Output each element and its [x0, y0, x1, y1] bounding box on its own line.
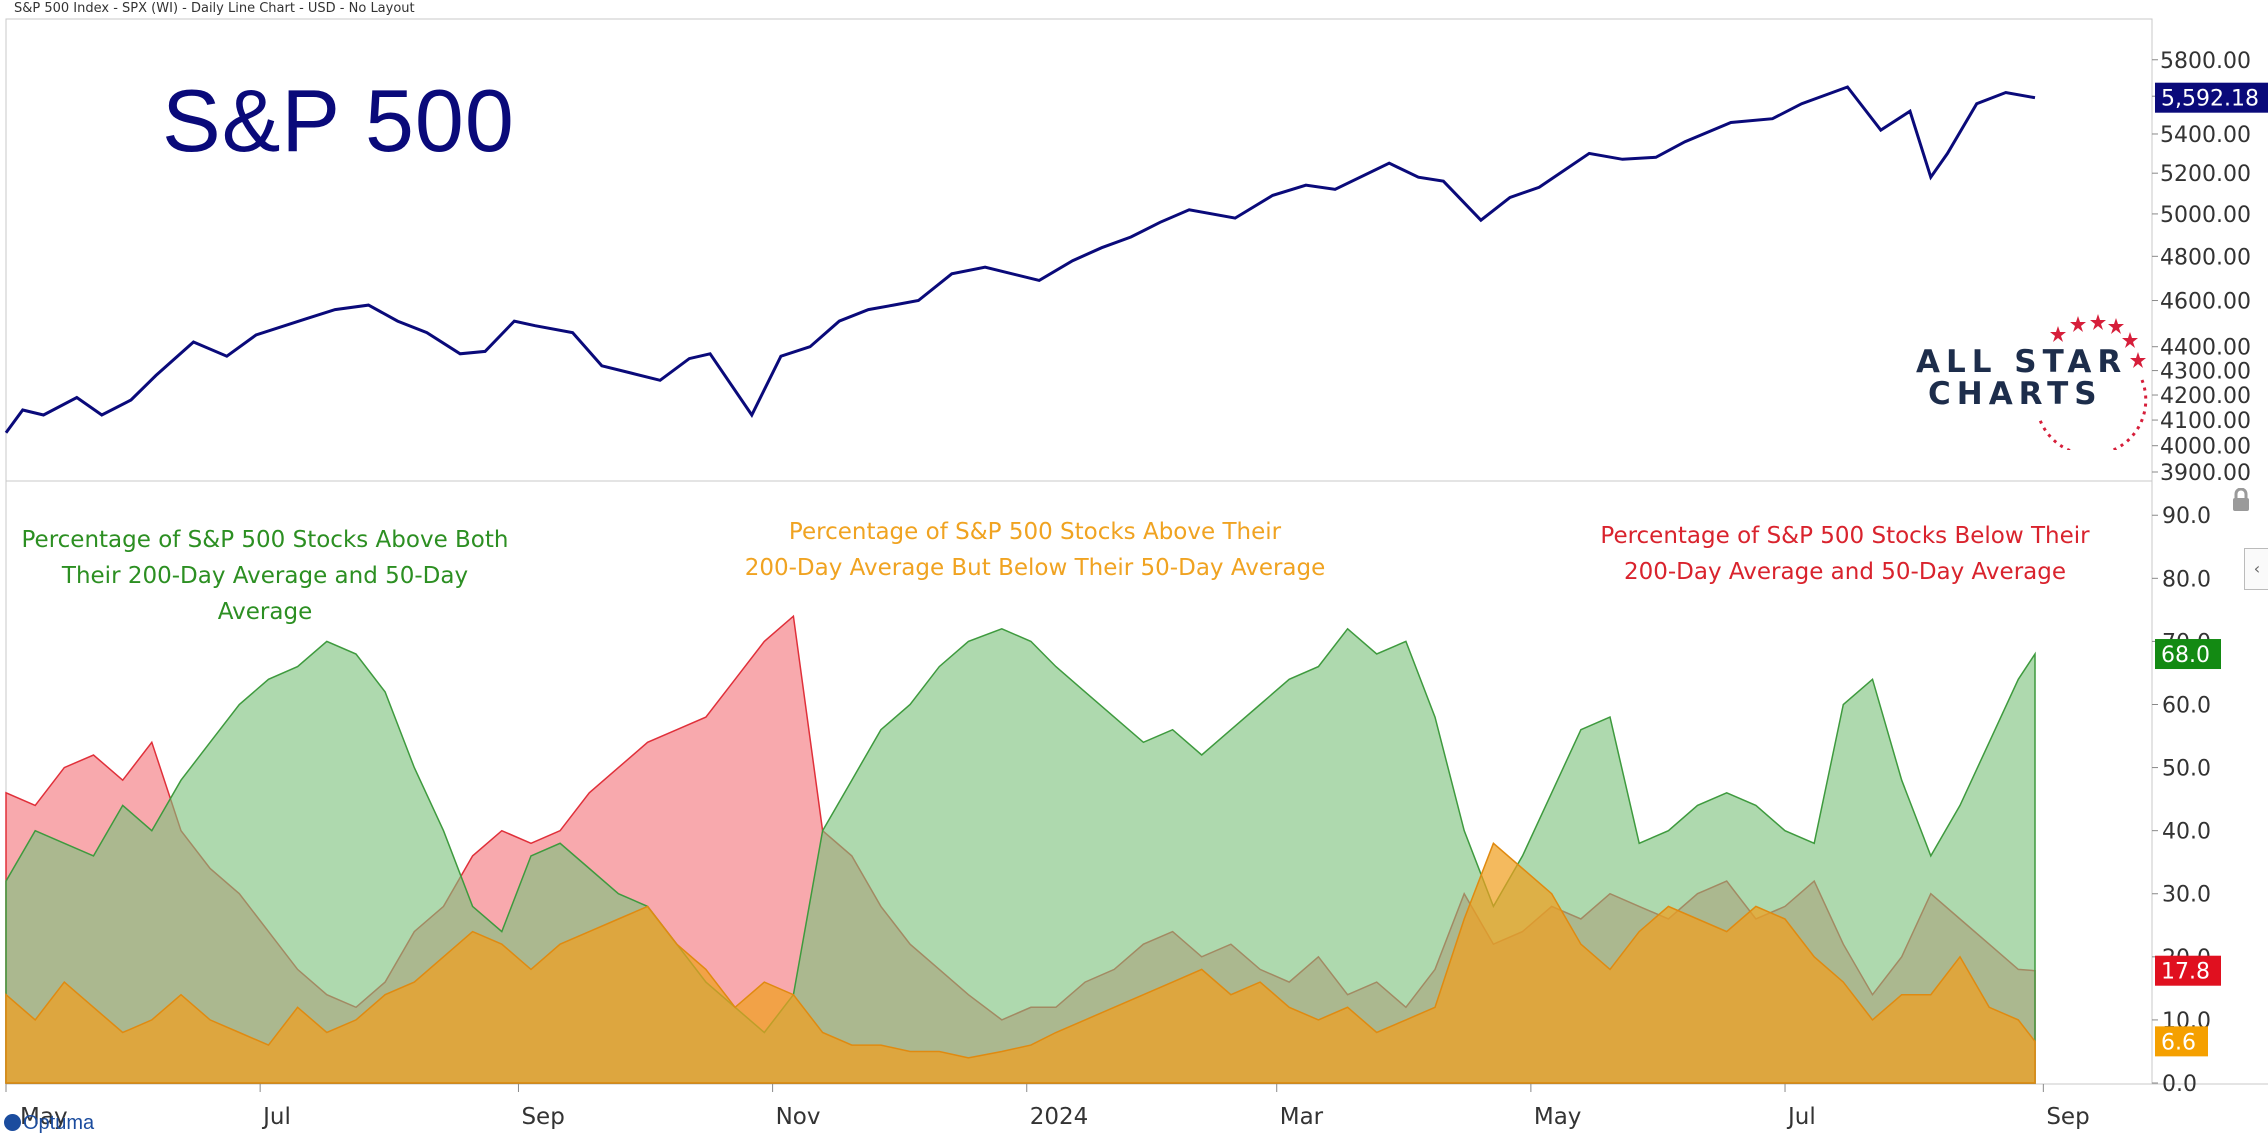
chart-header: S&P 500 Index - SPX (WI) - Daily Line Ch… — [14, 1, 415, 16]
legend-above-both: Percentage of S&P 500 Stocks Above Both … — [20, 522, 510, 630]
legend-above200-line1: Percentage of S&P 500 Stocks Above Their — [788, 519, 1282, 545]
price-tick-label: 3900.00 — [2160, 461, 2251, 486]
x-tick-label: Jul — [261, 1104, 291, 1130]
legend-above200-line2: 200-Day Average But Below Their 50-Day A… — [744, 555, 1326, 581]
value-badges: 5,592.18 68.0 17.8 6.6 — [2155, 82, 2268, 1057]
area-above200-below50 — [5, 842, 2036, 1084]
price-tick-label: 5000.00 — [2160, 203, 2251, 228]
x-tick-label: 2024 — [1030, 1104, 1089, 1130]
x-tick-label: Sep — [521, 1104, 564, 1130]
last-price-badge-bg — [2155, 82, 2268, 113]
above-both-badge: 68.0 — [2161, 643, 2210, 668]
above200-below50-badge: 6.6 — [2161, 1030, 2196, 1055]
all-star-charts-logo: ALL STAR CHARTS — [1910, 300, 2150, 450]
lock-icon[interactable] — [2230, 487, 2252, 512]
x-tick-label: May — [20, 1104, 68, 1130]
x-tick-label: Nov — [776, 1104, 821, 1130]
optuma-brand: Optuma — [4, 1112, 94, 1135]
price-chart — [4, 85, 2036, 434]
below-both-badge-bg — [2155, 955, 2221, 986]
price-panel-title: S&P 500 — [162, 71, 515, 170]
optuma-label: Optuma — [23, 1112, 95, 1134]
above200-below50-badge-bg — [2155, 1026, 2208, 1057]
legend-below-both-line2: 200-Day Average and 50-Day Average — [1623, 559, 2066, 585]
breadth-tick-label: 0.0 — [2162, 1072, 2197, 1097]
last-price-badge: 5,592.18 — [2161, 87, 2259, 112]
x-tick-label: May — [1534, 1104, 1582, 1130]
x-tick-label: Sep — [2046, 1104, 2089, 1130]
price-tick-label: 5800.00 — [2160, 49, 2251, 74]
sp500-price-line — [4, 85, 2036, 434]
breadth-tick-label: 60.0 — [2162, 693, 2211, 718]
chart-axes: 5800.005600.005400.005200.005000.004800.… — [5, 49, 2251, 1130]
breadth-panel-frame — [5, 480, 2153, 1085]
price-tick-label: 4200.00 — [2160, 384, 2251, 409]
legend-below-both-line1: Percentage of S&P 500 Stocks Below Their — [1600, 523, 2090, 549]
price-tick-label: 4000.00 — [2160, 435, 2251, 460]
below-both-badge: 17.8 — [2161, 960, 2210, 985]
legend-below-both: Percentage of S&P 500 Stocks Below Their… — [1580, 518, 2110, 590]
legend-above-both-line2: Their 200-Day Average and 50-Day Average — [61, 563, 469, 625]
breadth-tick-label: 80.0 — [2162, 567, 2211, 592]
x-tick-label: Mar — [1280, 1104, 1324, 1130]
logo-line2: CHARTS — [1928, 376, 2103, 412]
price-tick-label: 4800.00 — [2160, 245, 2251, 270]
price-tick-label: 4600.00 — [2160, 290, 2251, 315]
breadth-tick-label: 50.0 — [2162, 757, 2211, 782]
logo-line1: ALL STAR — [1916, 344, 2128, 380]
x-tick-label: Jul — [1786, 1104, 1816, 1130]
above-both-badge-bg — [2155, 639, 2221, 670]
breadth-chart — [5, 614, 2036, 1084]
breadth-tick-label: 30.0 — [2162, 883, 2211, 908]
breadth-tick-label: 90.0 — [2162, 504, 2211, 529]
legend-above200-below50: Percentage of S&P 500 Stocks Above Their… — [740, 514, 1330, 586]
price-tick-label: 4400.00 — [2160, 336, 2251, 361]
price-tick-label: 5400.00 — [2160, 123, 2251, 148]
price-tick-label: 4100.00 — [2160, 409, 2251, 434]
collapse-panel-chevron-icon[interactable]: ‹ — [2244, 548, 2268, 590]
optuma-logo-icon — [4, 1114, 21, 1131]
price-tick-label: 5200.00 — [2160, 162, 2251, 187]
breadth-tick-label: 40.0 — [2162, 820, 2211, 845]
star-ring-icon — [2038, 314, 2148, 450]
price-tick-label: 4300.00 — [2160, 360, 2251, 385]
legend-above-both-line1: Percentage of S&P 500 Stocks Above Both — [21, 527, 509, 553]
